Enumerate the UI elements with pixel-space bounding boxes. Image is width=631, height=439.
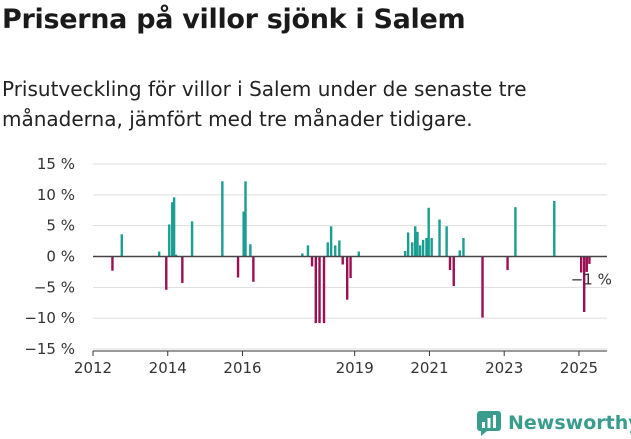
bar (345, 256, 349, 300)
bar (427, 207, 430, 257)
y-tick-label: −5 % (34, 278, 75, 296)
newsworthy-logo-icon (477, 411, 501, 436)
bar (236, 256, 240, 278)
bar (322, 256, 326, 324)
chart-subtitle: Prisutveckling för villor i Salem under … (2, 77, 527, 131)
bar (341, 256, 344, 265)
bar (172, 197, 176, 257)
bar (244, 181, 247, 257)
y-tick-label: 0 % (46, 248, 75, 266)
bar (506, 256, 509, 271)
bar (242, 211, 245, 257)
x-tick-label: 2021 (410, 359, 448, 377)
bar (403, 250, 407, 257)
bar (168, 224, 171, 257)
bar (430, 238, 433, 257)
bar (171, 202, 174, 257)
bar (306, 245, 310, 257)
bar (416, 231, 419, 257)
bar (165, 256, 168, 290)
bar (349, 256, 352, 279)
chart-title: Priserna på villor sjönk i Salem (2, 4, 466, 35)
bar (582, 256, 586, 312)
axes (92, 255, 607, 356)
y-tick-label: −10 % (24, 309, 75, 327)
bar (338, 240, 341, 257)
bar (326, 242, 329, 257)
bar (329, 226, 333, 257)
bar (481, 256, 484, 318)
bar (445, 226, 448, 257)
grid-lines (93, 163, 607, 350)
bar (452, 256, 455, 287)
bar (157, 251, 161, 257)
y-tick-label: 10 % (37, 186, 75, 204)
bar (174, 254, 178, 257)
bar (580, 256, 583, 273)
bar (425, 238, 428, 257)
bar (190, 221, 194, 257)
bar (553, 201, 556, 257)
y-tick-label: 5 % (46, 217, 75, 235)
bar (514, 207, 517, 257)
y-tick-label: −15 % (24, 340, 75, 358)
bar (438, 219, 441, 257)
bar (458, 250, 461, 257)
bar (418, 245, 422, 257)
bar (181, 256, 184, 284)
bar (462, 238, 465, 257)
logo-text: Newsworthy (508, 412, 631, 434)
newsworthy-logo: Newsworthy (476, 408, 631, 438)
latest-value-annotation: −1 % (571, 270, 612, 288)
bar (448, 256, 452, 271)
bar (406, 232, 410, 257)
bar (357, 251, 360, 257)
bar (588, 256, 591, 264)
x-tick-label: 2012 (74, 359, 112, 377)
bar (314, 256, 317, 324)
bar (334, 245, 337, 257)
bar (111, 256, 114, 271)
bar (252, 256, 255, 282)
bar (120, 234, 123, 257)
bar (414, 226, 417, 257)
bar (421, 239, 425, 257)
y-tick-label: 15 % (37, 155, 75, 173)
bar (221, 181, 224, 257)
bar (318, 256, 321, 324)
bar (249, 244, 252, 257)
x-tick-label: 2016 (223, 359, 261, 377)
x-tick-label: 2023 (485, 359, 523, 377)
x-tick-label: 2014 (149, 359, 187, 377)
bar (301, 253, 304, 257)
x-tick-label: 2025 (560, 359, 598, 377)
x-tick-label: 2019 (336, 359, 374, 377)
bar (310, 256, 314, 267)
labels: 15 % 10 % 5 % 0 % −5 % −10 % −15 %2012 2014 2016… (24, 155, 612, 377)
bars (111, 181, 591, 324)
bar (585, 256, 589, 272)
bar (411, 242, 414, 257)
